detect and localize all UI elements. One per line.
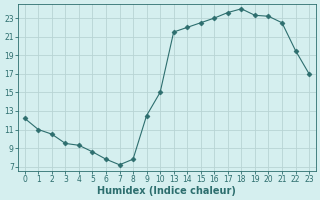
- X-axis label: Humidex (Indice chaleur): Humidex (Indice chaleur): [98, 186, 236, 196]
